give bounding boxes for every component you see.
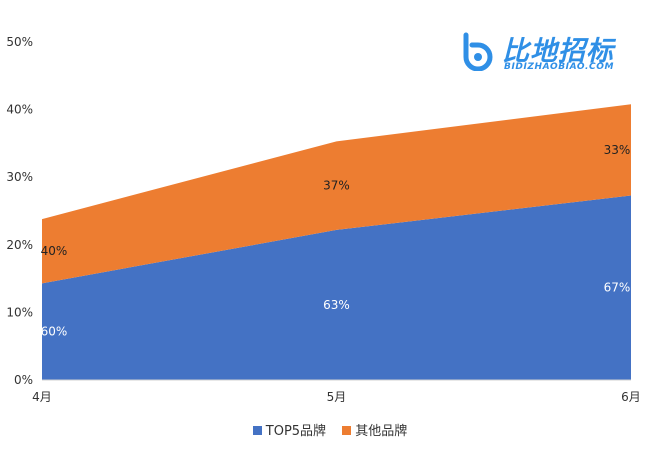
legend: TOP5品牌 其他品牌	[0, 420, 660, 439]
x-tick-label: 4月	[32, 390, 52, 404]
legend-label-other: 其他品牌	[355, 424, 408, 439]
data-label: 40%	[41, 244, 68, 258]
legend-label-top5: TOP5品牌	[265, 424, 327, 439]
y-tick-label: 40%	[6, 103, 33, 117]
legend-swatch-top5	[252, 426, 262, 435]
watermark-text: 比地招标	[502, 36, 614, 67]
area-series-1	[42, 104, 631, 284]
legend-item-top5: TOP5品牌	[252, 420, 327, 439]
data-label: 60%	[41, 325, 68, 339]
bidi-logo-icon	[463, 32, 493, 71]
y-tick-label: 0%	[14, 373, 33, 387]
y-axis-ticks: 0% 10% 20% 30% 40% 50%	[6, 35, 33, 387]
watermark-logo: 比地招标 BIDIZHAOBIAO.COM	[458, 27, 648, 77]
x-axis-ticks: 4月 5月 6月	[32, 390, 641, 404]
area-series-0	[42, 195, 631, 380]
y-tick-label: 50%	[6, 35, 33, 49]
legend-swatch-other	[342, 426, 352, 435]
stacked-areas	[42, 104, 631, 380]
data-label: 37%	[323, 179, 350, 193]
y-tick-label: 20%	[6, 238, 33, 252]
y-tick-label: 10%	[6, 305, 33, 319]
watermark-subtext: BIDIZHAOBIAO.COM	[504, 62, 615, 72]
x-tick-label: 6月	[621, 390, 641, 404]
data-label: 67%	[604, 281, 631, 295]
data-label: 33%	[604, 143, 631, 157]
legend-item-other: 其他品牌	[342, 420, 407, 439]
x-tick-label: 5月	[327, 390, 347, 404]
data-labels: 60% 63% 67% 40% 37% 33%	[41, 143, 631, 339]
y-tick-label: 30%	[6, 170, 33, 184]
data-label: 63%	[323, 298, 350, 312]
